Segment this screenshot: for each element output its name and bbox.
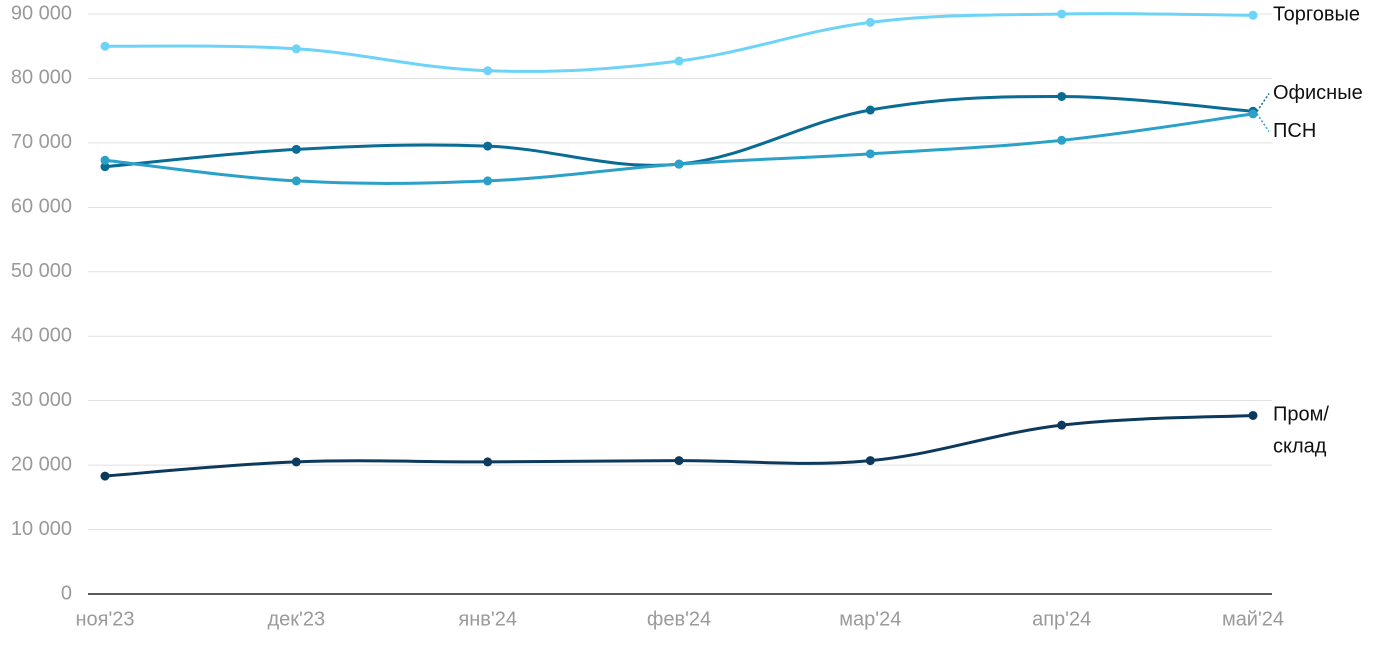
legend-label: Пром/склад xyxy=(1273,404,1329,458)
line xyxy=(104,112,1254,185)
point xyxy=(291,44,301,54)
x-tick-label: май'24 xyxy=(1222,608,1284,630)
point xyxy=(1248,410,1258,420)
point xyxy=(100,41,110,51)
point xyxy=(483,176,493,186)
legend-label: Офисные xyxy=(1273,82,1363,104)
point xyxy=(1057,135,1067,145)
x-tick-label: янв'24 xyxy=(458,608,517,630)
y-tick-label: 10 000 xyxy=(11,518,72,540)
y-tick-label: 20 000 xyxy=(11,453,72,475)
y-tick-label: 0 xyxy=(61,582,72,604)
point xyxy=(865,105,875,115)
point xyxy=(291,176,301,186)
legend-label-line: склад xyxy=(1273,436,1327,458)
point xyxy=(1057,91,1067,101)
point xyxy=(483,66,493,76)
line xyxy=(104,94,1254,169)
point xyxy=(100,471,110,481)
y-tick-label: 60 000 xyxy=(11,196,72,218)
y-tick-label: 30 000 xyxy=(11,389,72,411)
x-tick-label: фев'24 xyxy=(647,608,711,630)
point xyxy=(865,456,875,466)
point xyxy=(483,457,493,467)
y-tick-label: 50 000 xyxy=(11,260,72,282)
point xyxy=(291,144,301,154)
point xyxy=(1248,109,1258,119)
x-tick-label: дек'23 xyxy=(268,608,326,630)
point xyxy=(100,162,110,172)
point xyxy=(291,457,301,467)
y-tick-label: 80 000 xyxy=(11,67,72,89)
point xyxy=(1057,9,1067,19)
x-tick-label: апр'24 xyxy=(1032,608,1091,630)
x-tick-label: ноя'23 xyxy=(75,608,134,630)
legend-label: ПСН xyxy=(1273,120,1316,142)
x-tick-label: мар'24 xyxy=(839,608,901,630)
point xyxy=(674,56,684,66)
y-tick-label: 70 000 xyxy=(11,131,72,153)
point xyxy=(674,456,684,466)
point xyxy=(483,141,493,151)
line xyxy=(104,413,1254,478)
point xyxy=(1248,10,1258,20)
y-tick-label: 40 000 xyxy=(11,325,72,347)
legend-label: Торговые xyxy=(1273,4,1360,26)
point xyxy=(1057,420,1067,430)
y-tick-label: 90 000 xyxy=(11,2,72,24)
leader-line xyxy=(1256,113,1270,133)
legend-label-line: Пром/ xyxy=(1273,404,1329,426)
point xyxy=(674,159,684,169)
leader-line xyxy=(1256,93,1270,112)
point xyxy=(865,17,875,27)
point xyxy=(865,149,875,159)
point xyxy=(100,155,110,165)
